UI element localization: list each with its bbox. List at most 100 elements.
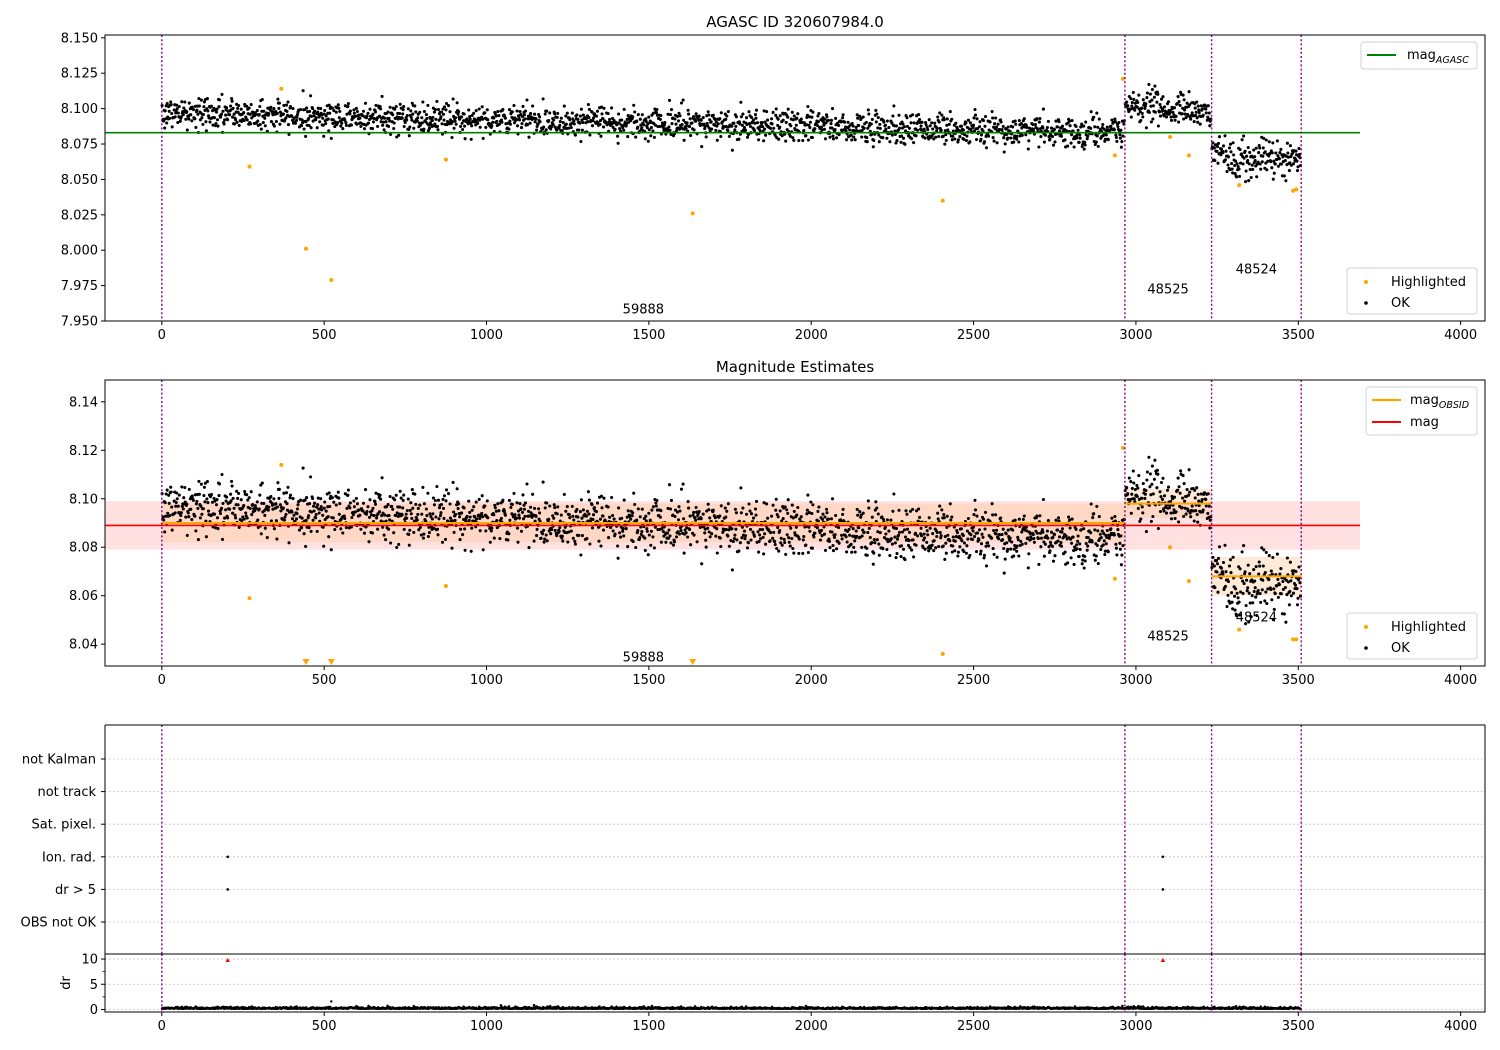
ok-point bbox=[606, 111, 610, 116]
ok-point bbox=[220, 472, 224, 477]
ok-point bbox=[1264, 161, 1268, 165]
ok-point bbox=[691, 513, 695, 517]
ok-point bbox=[483, 111, 487, 115]
ok-point bbox=[533, 519, 537, 523]
highlighted-point bbox=[1237, 627, 1242, 632]
ok-point bbox=[198, 516, 202, 520]
ok-point bbox=[1213, 158, 1217, 163]
ok-point bbox=[165, 121, 169, 125]
ok-point bbox=[1031, 127, 1035, 132]
ok-point bbox=[275, 505, 279, 509]
ok-point bbox=[599, 494, 604, 498]
ok-point bbox=[586, 120, 590, 124]
ok-point bbox=[651, 129, 655, 133]
ok-point bbox=[1270, 166, 1274, 170]
ok-point bbox=[971, 529, 975, 533]
ok-point bbox=[885, 547, 889, 552]
ok-point bbox=[1257, 144, 1261, 148]
ok-point bbox=[820, 128, 824, 132]
ok-point bbox=[1131, 469, 1135, 473]
ok-point bbox=[409, 512, 413, 516]
ok-point bbox=[1072, 145, 1076, 149]
ok-point bbox=[538, 115, 542, 119]
ok-point bbox=[784, 120, 788, 124]
ok-point bbox=[1151, 514, 1155, 519]
ok-point bbox=[254, 506, 258, 510]
ok-point bbox=[1264, 138, 1268, 142]
ok-point bbox=[319, 505, 323, 509]
ok-point bbox=[407, 543, 411, 547]
ok-point bbox=[968, 140, 972, 144]
ok-point bbox=[1214, 559, 1219, 563]
ok-point bbox=[894, 141, 898, 145]
ok-point bbox=[567, 513, 571, 517]
ok-point bbox=[729, 539, 733, 543]
ok-point bbox=[1147, 455, 1151, 459]
ok-point bbox=[220, 92, 224, 96]
ok-point bbox=[897, 113, 901, 117]
ok-point bbox=[1173, 516, 1177, 521]
ok-point bbox=[326, 515, 330, 519]
ok-point bbox=[1244, 169, 1248, 173]
ok-point bbox=[932, 549, 936, 553]
ok-point bbox=[1254, 565, 1258, 569]
ok-point bbox=[542, 540, 546, 544]
ok-point bbox=[867, 526, 871, 530]
ok-point bbox=[890, 121, 894, 125]
ok-point bbox=[460, 115, 464, 119]
ok-point bbox=[651, 505, 655, 509]
ok-point bbox=[1113, 117, 1117, 121]
ok-point bbox=[424, 507, 428, 511]
ok-point bbox=[1182, 117, 1186, 121]
ok-point bbox=[190, 517, 194, 522]
ok-point bbox=[1017, 517, 1021, 521]
ok-point bbox=[850, 550, 854, 554]
ok-point bbox=[460, 121, 464, 125]
ok-point bbox=[1238, 613, 1242, 617]
ok-point bbox=[397, 133, 401, 137]
ok-point bbox=[706, 110, 710, 114]
ok-point bbox=[746, 541, 751, 545]
ok-point bbox=[1181, 496, 1185, 500]
ok-point bbox=[352, 108, 356, 112]
ok-point bbox=[599, 544, 603, 548]
ok-point bbox=[176, 504, 180, 508]
ok-point bbox=[1204, 107, 1208, 111]
ok-point bbox=[1042, 554, 1046, 558]
ok-point bbox=[726, 534, 730, 538]
ok-point bbox=[1269, 569, 1273, 573]
ok-point bbox=[947, 122, 951, 126]
ok-point bbox=[215, 118, 220, 122]
ok-point bbox=[1125, 486, 1129, 490]
ok-point bbox=[1135, 494, 1139, 499]
ok-point bbox=[636, 529, 640, 533]
ok-point bbox=[1160, 497, 1165, 501]
ok-point bbox=[763, 532, 767, 536]
ok-point bbox=[1002, 150, 1006, 154]
ok-point bbox=[580, 516, 584, 520]
ok-point bbox=[463, 137, 467, 141]
ok-point bbox=[322, 544, 326, 548]
ok-point bbox=[412, 126, 416, 130]
ok-point bbox=[1127, 476, 1131, 480]
ok-point bbox=[860, 135, 864, 139]
ok-point bbox=[1132, 497, 1136, 501]
ok-point bbox=[490, 124, 494, 128]
ok-point bbox=[295, 115, 299, 119]
ok-point bbox=[754, 116, 758, 120]
ok-point bbox=[567, 530, 571, 534]
ok-point bbox=[861, 115, 865, 119]
ok-point bbox=[598, 517, 603, 521]
ok-point bbox=[1256, 588, 1260, 593]
ok-point bbox=[829, 517, 834, 521]
ok-point bbox=[463, 548, 467, 552]
ok-point bbox=[551, 123, 555, 127]
ok-point bbox=[163, 501, 167, 505]
ok-point bbox=[635, 119, 639, 123]
x-tick-label: 4000 bbox=[1444, 328, 1477, 343]
ok-point bbox=[774, 508, 778, 512]
ok-point bbox=[201, 122, 205, 126]
ok-point bbox=[1048, 549, 1052, 553]
ok-point bbox=[594, 114, 599, 118]
ok-point bbox=[541, 532, 545, 536]
